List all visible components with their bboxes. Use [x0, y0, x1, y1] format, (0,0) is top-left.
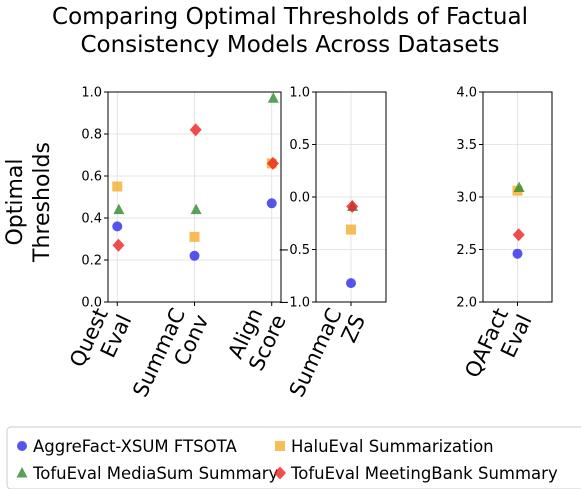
data-point-circle	[266, 198, 277, 209]
y-tick-label: 2.5	[456, 243, 477, 258]
legend-marker-diamond	[274, 466, 286, 480]
chart-title-line: Consistency Models Across Datasets	[80, 32, 499, 58]
data-point-diamond	[189, 123, 202, 137]
legend-label: TofuEval MeetingBank Summary	[290, 464, 558, 483]
legend-label: TofuEval MediaSum Summary	[32, 464, 279, 483]
data-point-triangle	[190, 203, 202, 215]
data-point-square	[189, 231, 200, 242]
data-point-circle	[512, 248, 523, 259]
legend: AggreFact-XSUM FTSOTA HaluEval Summarizat…	[6, 426, 581, 489]
y-tick-label: 0.0	[81, 296, 102, 311]
chart-title: Comparing Optimal Thresholds of FactualC…	[52, 4, 528, 58]
y-tick-label: 0.4	[81, 212, 102, 227]
y-tick-label: 1.0	[289, 86, 310, 101]
data-point-diamond	[112, 238, 125, 252]
data-point-square	[346, 224, 356, 235]
y-tick-label: 0.6	[81, 170, 102, 185]
chart-title-line: Comparing Optimal Thresholds of Factual	[52, 4, 528, 30]
y-tick-label: 4.0	[456, 86, 477, 101]
data-point-diamond	[346, 199, 359, 213]
y-tick-label: 1.0	[81, 86, 102, 101]
data-point-triangle	[267, 92, 279, 103]
y-tick-label: 3.5	[456, 138, 477, 153]
y-tick-label: 2.0	[456, 296, 477, 311]
data-point-circle	[346, 278, 356, 289]
y-tick-label: 3.0	[456, 191, 477, 206]
y-axis-label-line: Thresholds	[30, 142, 55, 263]
y-tick-label: 0.5	[289, 138, 310, 153]
data-point-triangle	[113, 203, 125, 215]
legend-marker-square	[275, 441, 285, 451]
y-tick-label: −1.0	[278, 296, 310, 311]
data-point-square	[112, 181, 123, 192]
legend-label: AggreFact-XSUM FTSOTA	[33, 437, 237, 456]
legend-box	[6, 426, 581, 489]
y-tick-label: −0.5	[278, 243, 310, 258]
legend-marker-triangle	[16, 467, 28, 478]
data-point-triangle	[513, 181, 525, 193]
legend-label: HaluEval Summarization	[291, 437, 494, 456]
data-point-diamond	[266, 156, 279, 170]
data-point-circle	[189, 250, 200, 261]
x-category-label: SummaC	[285, 304, 347, 400]
data-point-diamond	[512, 228, 525, 242]
legend-marker-circle	[17, 441, 27, 451]
y-tick-label: 0.8	[81, 128, 102, 143]
y-axis-label: Optimal Thresholds	[3, 142, 55, 263]
y-axis-label-line: Optimal	[3, 158, 28, 245]
y-tick-label: 0.0	[289, 191, 310, 206]
y-tick-label: 0.2	[81, 254, 102, 269]
data-point-circle	[112, 221, 123, 232]
